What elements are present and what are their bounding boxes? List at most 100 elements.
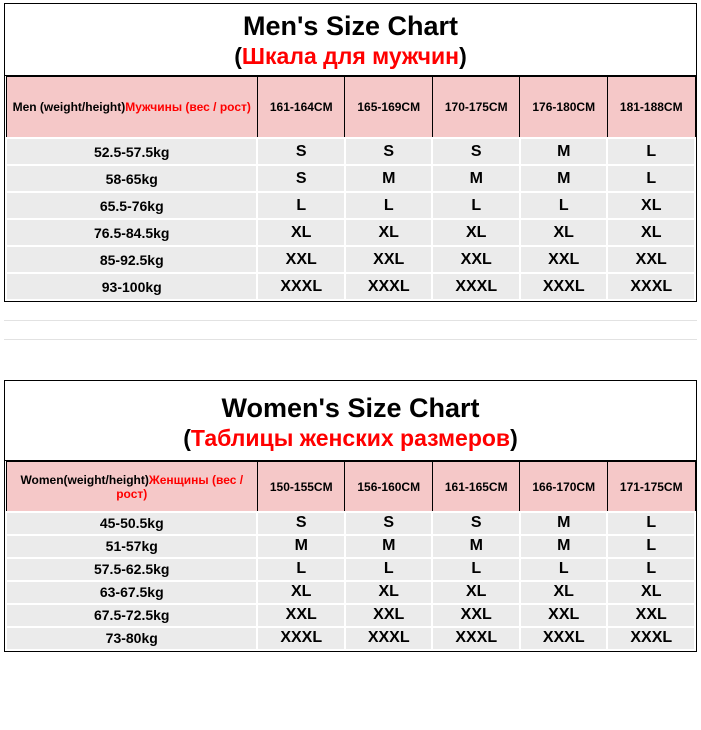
women-subtitle-text: Таблицы женских размеров (190, 425, 511, 452)
size-cell: L (518, 191, 609, 221)
size-cell: M (518, 510, 609, 536)
weight-range: 57.5-62.5kg (4, 556, 259, 582)
size-cell: S (343, 137, 434, 167)
size-cell: L (343, 191, 434, 221)
size-cell: XL (343, 218, 434, 248)
size-cell: S (256, 137, 346, 167)
women-header-label-ru: Женщины (вес / рост) (116, 472, 244, 501)
size-cell: XL (606, 579, 696, 605)
weight-range: 45-50.5kg (4, 510, 259, 536)
size-cell: XXXL (518, 272, 609, 302)
men-height-col-header: 165-169CM (344, 75, 433, 139)
women-title: Women's Size Chart (221, 393, 480, 424)
size-cell: XXXL (431, 272, 521, 302)
size-cell: L (343, 556, 434, 582)
size-cell: XL (518, 218, 609, 248)
men-title: Men's Size Chart (243, 11, 458, 41)
women-header-label-en: Women(weight/height) (20, 472, 149, 487)
size-cell: S (343, 510, 434, 536)
size-cell: S (256, 164, 346, 194)
weight-range: 52.5-57.5kg (4, 137, 259, 167)
weight-range: 76.5-84.5kg (4, 218, 259, 248)
men-corner-header: Men (weight/height)Мужчины (вес / рост) (5, 75, 258, 139)
men-section: Men's Size Chart (Шкала для мужчин) Men … (4, 3, 697, 303)
table-row: 52.5-57.5kg S S S M L (4, 137, 696, 167)
table-row: 65.5-76kg L L L L XL (4, 191, 696, 221)
women-height-col-header: 161-165CM (431, 461, 521, 513)
women-height-col-header: 156-160CM (344, 461, 433, 513)
table-row: 63-67.5kg XL XL XL XL XL (4, 579, 696, 605)
size-cell: XL (343, 579, 434, 605)
size-cell: M (256, 533, 346, 559)
size-cell: XXL (343, 602, 434, 628)
size-cell: M (518, 164, 609, 194)
empty-row (4, 302, 697, 322)
size-cell: L (606, 137, 696, 167)
women-subtitle-open-paren: ( (183, 425, 191, 452)
size-cell: L (606, 556, 696, 582)
size-cell: XXL (606, 602, 696, 628)
size-cell: XXL (343, 245, 434, 275)
table-row: 67.5-72.5kg XXL XXL XXL XXL XXL (4, 602, 696, 628)
men-height-col-header: 176-180CM (519, 75, 608, 139)
size-cell: XXL (431, 602, 521, 628)
empty-rows-gap (4, 302, 697, 380)
women-header-row: Women(weight/height)Женщины (вес / рост)… (5, 461, 696, 513)
size-cell: XL (606, 218, 696, 248)
weight-range: 67.5-72.5kg (4, 602, 259, 628)
weight-range: 65.5-76kg (4, 191, 259, 221)
size-cell: L (256, 191, 346, 221)
women-height-col-header: 150-155CM (256, 461, 346, 513)
size-cell: M (431, 533, 521, 559)
size-cell: XL (256, 218, 346, 248)
size-cell: L (256, 556, 346, 582)
women-table-wrap: Women(weight/height)Женщины (вес / рост)… (4, 460, 697, 652)
size-cell: S (256, 510, 346, 536)
table-row: 76.5-84.5kg XL XL XL XL XL (4, 218, 696, 248)
size-cell: XXL (431, 245, 521, 275)
table-row: 73-80kg XXXL XXXL XXXL XXXL XXXL (4, 625, 696, 651)
men-header-label-en: Men (weight/height) (12, 100, 126, 115)
weight-range: 73-80kg (4, 625, 259, 651)
women-height-col-header: 171-175CM (606, 461, 696, 513)
size-cell: M (431, 164, 521, 194)
size-cell: L (518, 556, 609, 582)
weight-range: 51-57kg (4, 533, 259, 559)
size-cell: M (343, 533, 434, 559)
men-height-col-header: 181-188CM (606, 75, 696, 139)
size-cell: XXL (606, 245, 696, 275)
women-section: Women's Size Chart (Таблицы женских разм… (4, 380, 697, 652)
size-cell: M (343, 164, 434, 194)
size-cell: XXL (256, 602, 346, 628)
men-header-label-ru: Мужчины (вес / рост) (125, 100, 251, 115)
men-subtitle-text: Шкала для мужчин (241, 43, 460, 70)
size-cell: XXXL (518, 625, 609, 651)
size-cell: XXL (256, 245, 346, 275)
men-subtitle-open-paren: ( (234, 43, 242, 70)
table-row: 93-100kg XXXL XXXL XXXL XXXL XXXL (4, 272, 696, 302)
size-cell: L (606, 533, 696, 559)
size-cell: S (431, 137, 521, 167)
men-height-col-header: 170-175CM (431, 75, 521, 139)
size-cell: S (431, 510, 521, 536)
size-cell: XL (431, 579, 521, 605)
women-subtitle: (Таблицы женских размеров) (5, 424, 696, 454)
weight-range: 93-100kg (4, 272, 259, 302)
women-subtitle-close-paren: ) (510, 425, 518, 452)
men-header-row: Men (weight/height)Мужчины (вес / рост) … (5, 75, 696, 139)
weight-range: 63-67.5kg (4, 579, 259, 605)
weight-range: 85-92.5kg (4, 245, 259, 275)
women-height-col-header: 166-170CM (519, 461, 608, 513)
size-cell: XXXL (431, 625, 521, 651)
size-cell: XXXL (343, 272, 434, 302)
size-cell: XL (431, 218, 521, 248)
men-size-table: Men (weight/height)Мужчины (вес / рост) … (4, 75, 696, 302)
men-table-wrap: Men (weight/height)Мужчины (вес / рост) … (4, 74, 697, 303)
table-row: 58-65kg S M M M L (4, 164, 696, 194)
size-cell: XXL (518, 245, 609, 275)
empty-row (4, 321, 697, 341)
weight-range: 58-65kg (4, 164, 259, 194)
size-cell: M (518, 533, 609, 559)
size-cell: M (518, 137, 609, 167)
